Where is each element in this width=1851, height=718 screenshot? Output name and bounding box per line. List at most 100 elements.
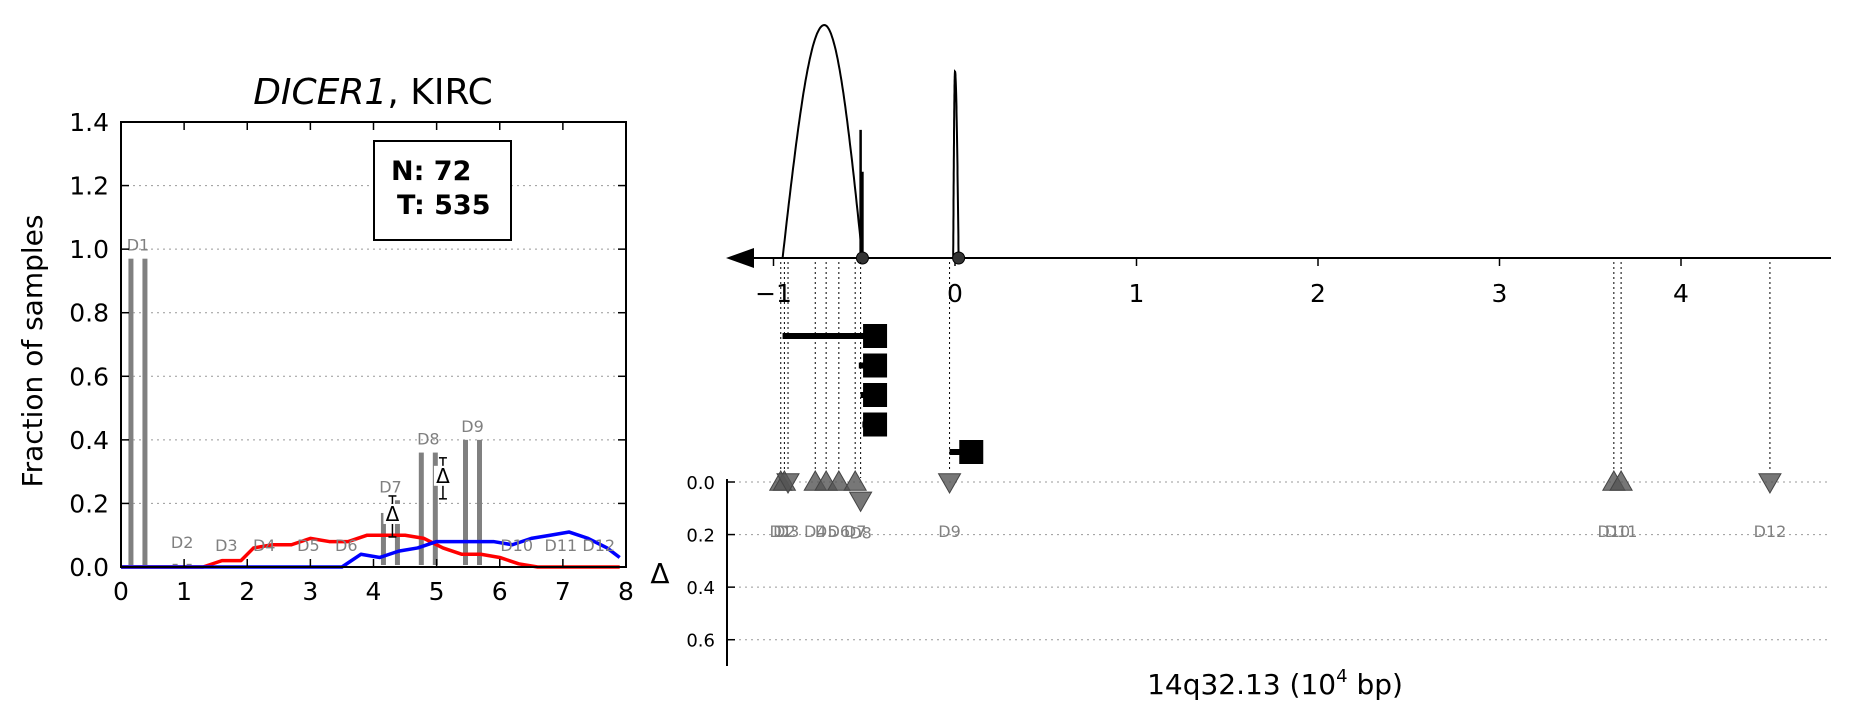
delta-tick-label: 0.0	[686, 473, 715, 494]
right-transcripts	[782, 324, 984, 464]
normal-bar	[463, 439, 468, 565]
bar-label: D7	[379, 477, 402, 496]
legend-frame	[373, 140, 512, 241]
title-gene: DICER1	[253, 72, 387, 113]
legend-box: N: 72 T: 535	[373, 140, 512, 241]
junction-arc	[781, 23, 864, 259]
normal-bar	[380, 512, 386, 565]
delta-point	[826, 469, 851, 491]
left-x-tick-label: 4	[366, 577, 382, 606]
tumor-bar	[142, 258, 148, 565]
bar-label: D4	[253, 536, 276, 555]
left-delta-markers: ΔΔ	[383, 457, 452, 538]
bar-label: D6	[335, 536, 358, 555]
left-x-tick-label: 2	[239, 577, 255, 606]
left-chart-title: DICER1, KIRC	[253, 72, 493, 113]
left-x-tick-label: 7	[555, 577, 571, 606]
boundary-point	[855, 251, 869, 265]
normal-bar	[172, 563, 178, 565]
delta-point	[843, 469, 868, 491]
left-y-tick-label: 1.4	[69, 108, 109, 137]
right-x-tick-label: 3	[1492, 279, 1508, 308]
point-label: D10	[1598, 522, 1631, 541]
right-x-tick-label: −1	[755, 279, 792, 308]
point-label: D3	[777, 522, 800, 541]
x-axis-label: 14q32.13 (104 bp)	[1147, 666, 1403, 701]
right-delta-ticks: 0.0 0.2 0.4 0.6	[686, 473, 735, 652]
left-y-tick-label: 1.0	[69, 235, 109, 264]
legend-normal-count: N: 72	[391, 156, 471, 187]
bar-label: D12	[582, 536, 615, 555]
point-label: D5	[815, 522, 838, 541]
point-label: D6	[828, 522, 851, 541]
delta-marker-bg	[433, 465, 452, 486]
transcript-exon	[863, 324, 888, 348]
bar-label: D11	[545, 536, 578, 555]
legend-tumor-count: T: 535	[397, 190, 491, 221]
left-x-tick-label: 6	[492, 577, 508, 606]
left-y-tick-label: 0.8	[69, 299, 109, 328]
title-cancer: , KIRC	[387, 72, 492, 113]
delta-point	[1609, 469, 1633, 491]
right-delta-points	[768, 262, 1782, 513]
left-x-tick-label: 8	[618, 577, 634, 606]
point-label: D12	[1754, 522, 1787, 541]
bar-label: D5	[297, 536, 320, 555]
point-label: D2	[773, 522, 796, 541]
delta-tick-label: 0.6	[686, 631, 715, 652]
normal-bar	[418, 452, 424, 565]
y-axis-label: Fraction of samples	[16, 215, 49, 488]
tumor-bar	[394, 500, 400, 565]
tumor-bar	[477, 439, 482, 565]
left-bars	[128, 258, 482, 565]
delta-tick-label: 0.2	[686, 526, 715, 547]
junction-arc	[952, 69, 960, 259]
delta-tick-label: 0.4	[686, 578, 715, 599]
delta-point	[776, 473, 800, 495]
x-label-exponent: 4	[1336, 666, 1347, 687]
right-x-tick-label: 2	[1310, 279, 1326, 308]
right-x-tick-label: 4	[1673, 279, 1689, 308]
point-label: D1	[770, 522, 793, 541]
delta-point	[937, 473, 962, 495]
bar-label: D1	[127, 236, 150, 255]
x-label-unit: bp)	[1348, 668, 1403, 701]
tumor-bar	[432, 452, 438, 565]
right-x-ticks: −1 0 1 2 3 4	[755, 258, 1689, 308]
right-delta-gridlines	[727, 481, 1831, 641]
point-label: D8	[849, 523, 872, 542]
bar-label: D3	[215, 536, 238, 555]
delta-marker: Δ	[386, 502, 400, 526]
delta-marker: Δ	[436, 464, 450, 488]
left-y-tick-label: 0.4	[69, 426, 109, 455]
delta-point	[848, 491, 873, 513]
left-chart: DICER1, KIRC Fraction of samples ΔΔ D1D2…	[16, 72, 634, 606]
left-x-tick-label: 3	[302, 577, 318, 606]
point-label: D7	[844, 522, 867, 541]
bar-label: D8	[417, 430, 440, 449]
left-y-ticks: 0.0 0.2 0.4 0.6 0.8 1.0 1.2 1.4	[69, 108, 626, 582]
point-label: D9	[938, 522, 961, 541]
left-y-tick-label: 0.0	[69, 553, 109, 582]
right-arcs	[781, 23, 960, 259]
left-y-tick-label: 0.2	[69, 489, 109, 518]
left-x-tick-label: 0	[113, 577, 129, 606]
delta-marker-bg	[383, 503, 402, 524]
transcript-exon	[863, 412, 888, 437]
point-label: D11	[1605, 522, 1638, 541]
delta-point	[1758, 473, 1782, 495]
right-x-tick-label: 1	[1129, 279, 1145, 308]
delta-axis-label: Δ	[650, 557, 669, 590]
point-label: D4	[804, 522, 827, 541]
boundary-point	[952, 251, 966, 265]
right-boundary-points	[855, 251, 966, 265]
bar-label: D9	[461, 417, 484, 436]
left-y-tick-label: 0.6	[69, 362, 109, 391]
tumor-bar	[186, 563, 192, 565]
left-x-ticks: 0 1 2 3 4 5 6 7 8	[113, 122, 634, 606]
transcript-exon	[863, 383, 888, 407]
transcript-exon	[959, 440, 984, 464]
